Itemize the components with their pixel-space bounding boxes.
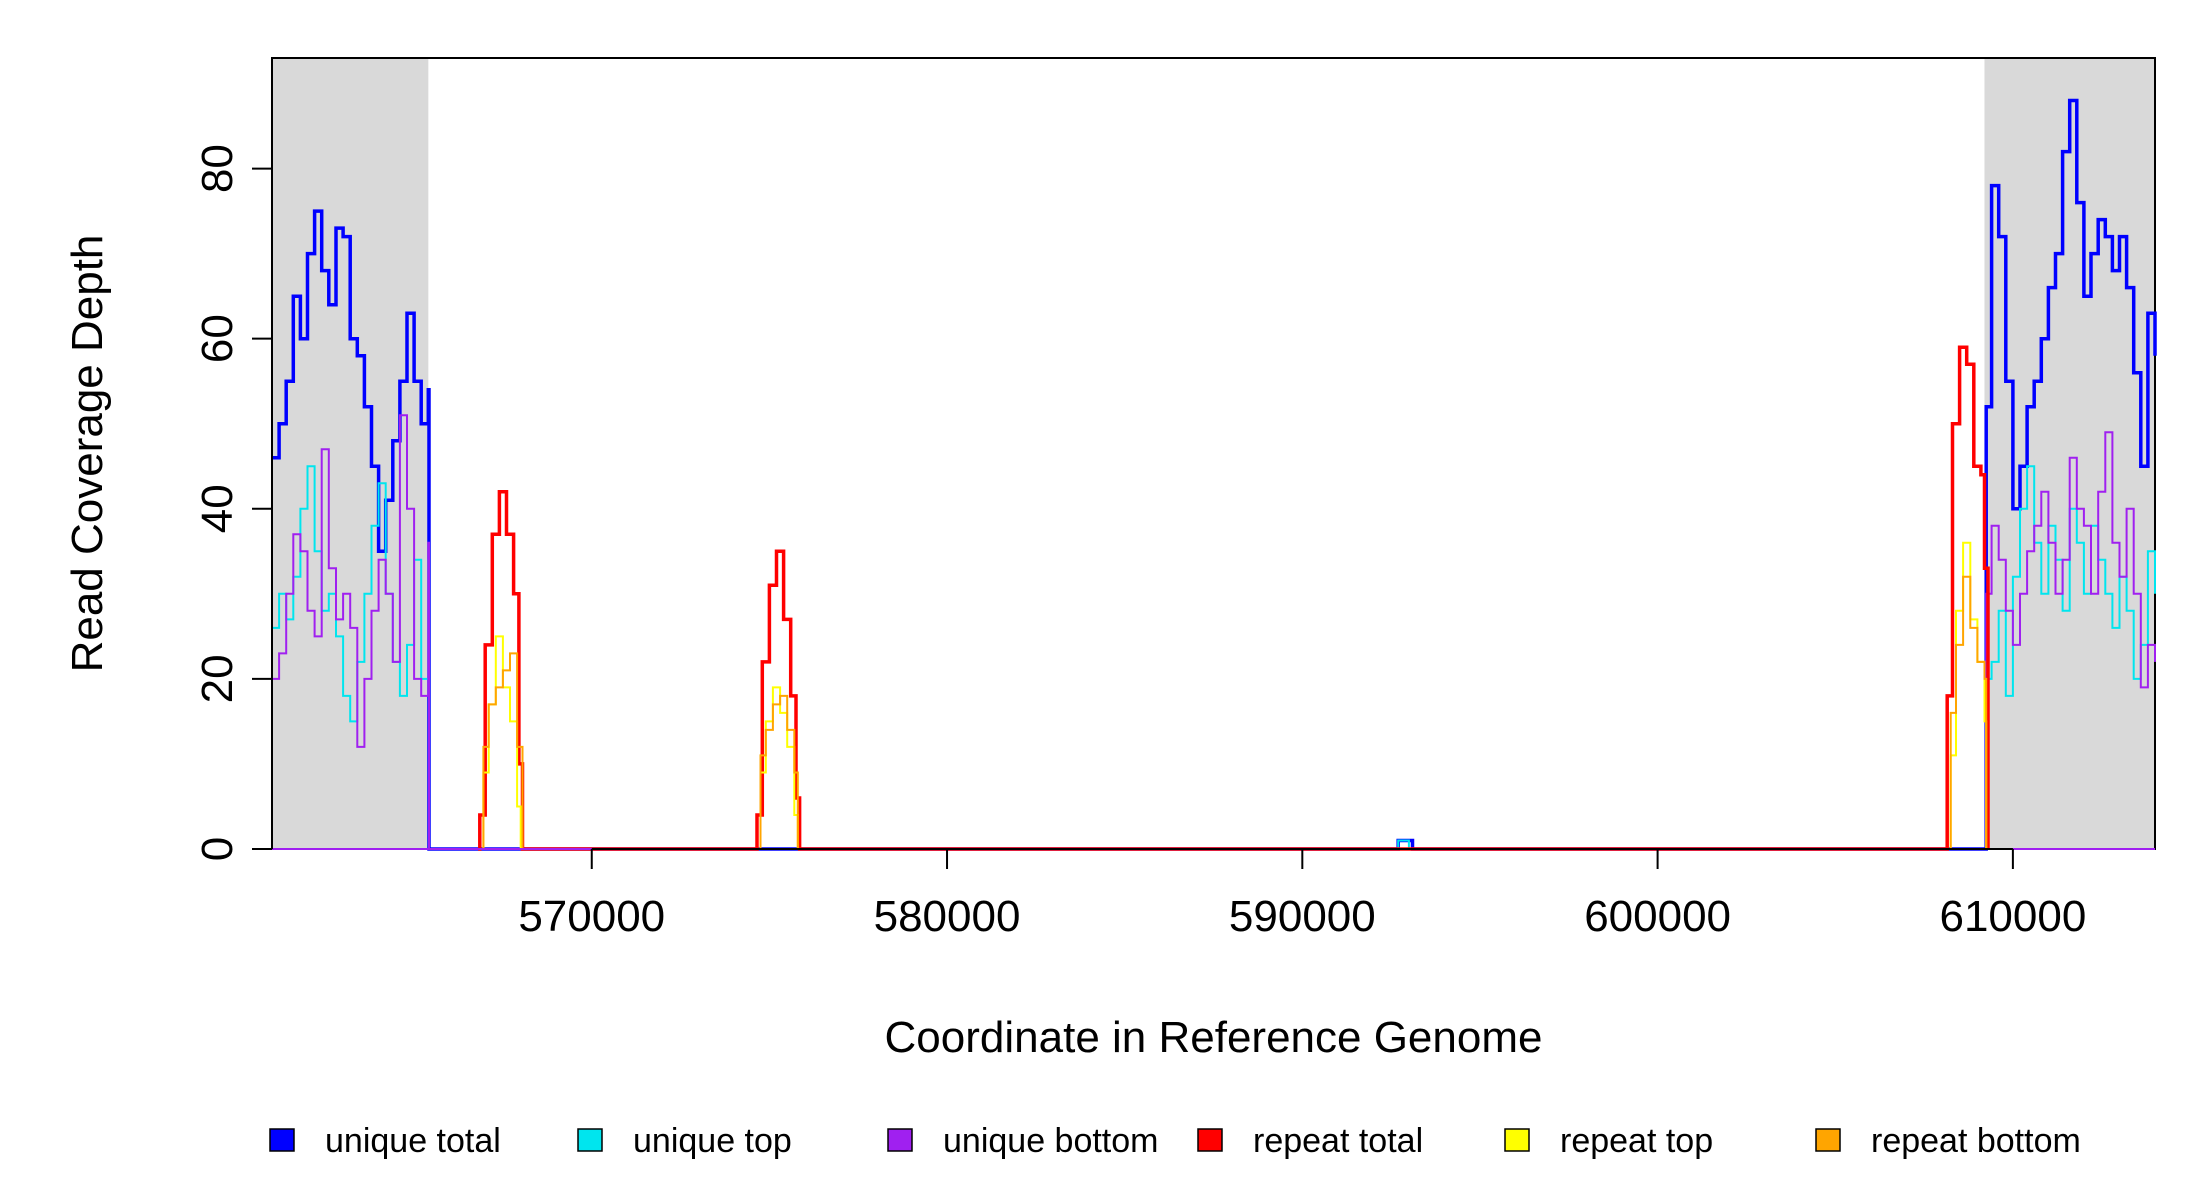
- y-tick-label: 20: [193, 654, 242, 703]
- y-axis-title: Read Coverage Depth: [63, 235, 112, 673]
- x-axis-title: Coordinate in Reference Genome: [885, 1013, 1543, 1062]
- shaded-region-2: [1984, 58, 2155, 849]
- legend-item-repeat-total: repeat total: [1197, 1122, 1423, 1160]
- series-lines: [272, 98, 2157, 851]
- y-tick-label: 0: [193, 837, 242, 861]
- plot-frame: [271, 57, 2156, 850]
- legend-label: unique top: [633, 1122, 792, 1160]
- y-tick-label: 60: [193, 314, 242, 363]
- shaded-regions: [272, 58, 2155, 849]
- legend-label: repeat bottom: [1871, 1122, 2081, 1160]
- legend-swatch: [1815, 1128, 1841, 1152]
- legend-swatch: [1504, 1128, 1530, 1152]
- x-tick-label: 590000: [1229, 892, 1376, 941]
- x-tick-label: 610000: [1939, 892, 2086, 941]
- x-tick-label: 600000: [1584, 892, 1731, 941]
- legend-swatch: [577, 1128, 603, 1152]
- x-tick-label: 570000: [518, 892, 665, 941]
- legend-label: repeat top: [1560, 1122, 1713, 1160]
- legend-item-unique-bottom: unique bottom: [887, 1122, 1159, 1160]
- x-tick-label: 580000: [874, 892, 1021, 941]
- legend-swatch: [887, 1128, 913, 1152]
- series-repeat-top: [479, 541, 1988, 850]
- legend-item-repeat-bottom: repeat bottom: [1815, 1122, 2081, 1160]
- series-unique-bottom: [272, 414, 2156, 850]
- legend-label: repeat total: [1253, 1122, 1423, 1160]
- legend-item-unique-total: unique total: [269, 1122, 501, 1160]
- legend-item-repeat-top: repeat top: [1504, 1122, 1713, 1160]
- legend: unique total unique top unique bottom repea…: [269, 1122, 2081, 1160]
- series-repeat-total: [478, 345, 1990, 851]
- series-repeat-bottom: [479, 575, 1988, 850]
- axes: 0 20 40 60 80 570000 580000 590000 600000 610000: [193, 144, 2086, 941]
- legend-item-unique-top: unique top: [577, 1122, 792, 1160]
- shaded-region-1: [272, 58, 429, 849]
- y-tick-label: 80: [193, 144, 242, 193]
- legend-swatch: [269, 1128, 295, 1152]
- series-unique-total: [272, 98, 2157, 851]
- series-unique-top: [272, 465, 2156, 850]
- y-tick-label: 40: [193, 484, 242, 533]
- legend-label: unique total: [325, 1122, 501, 1160]
- legend-label: unique bottom: [943, 1122, 1159, 1160]
- legend-swatch: [1197, 1128, 1223, 1152]
